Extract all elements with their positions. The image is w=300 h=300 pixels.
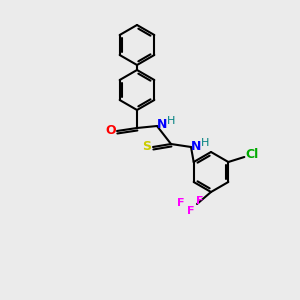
- Text: N: N: [157, 118, 167, 131]
- Text: F: F: [177, 198, 185, 208]
- Text: O: O: [106, 124, 116, 137]
- Text: F: F: [187, 206, 195, 216]
- Text: N: N: [191, 140, 201, 154]
- Text: H: H: [167, 116, 175, 126]
- Text: H: H: [201, 138, 209, 148]
- Text: S: S: [142, 140, 152, 154]
- Text: F: F: [196, 196, 204, 206]
- Text: Cl: Cl: [246, 148, 259, 161]
